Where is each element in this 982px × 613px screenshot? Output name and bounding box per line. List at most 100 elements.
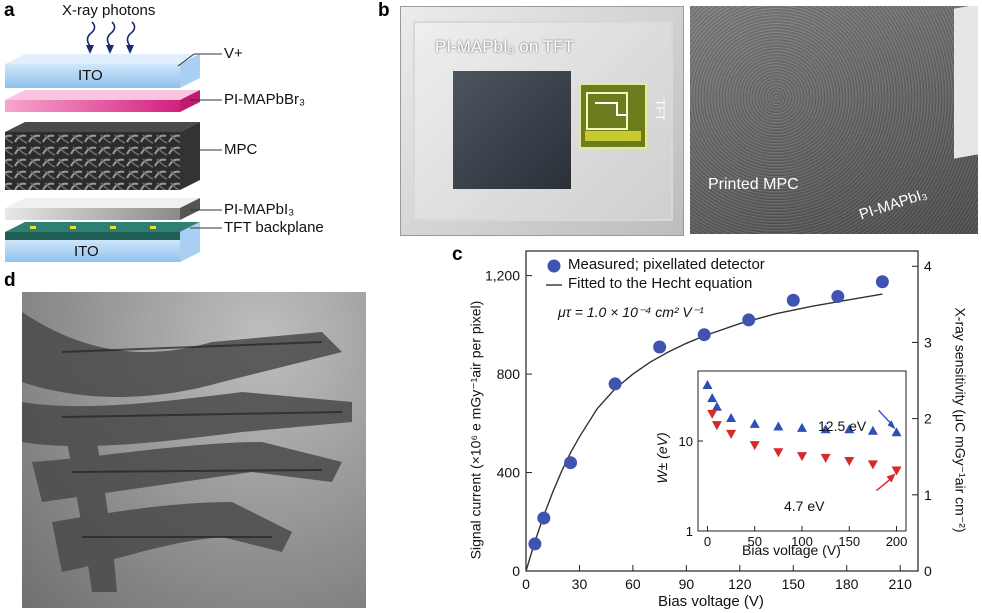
pi-mapbi3-label: PI-MAPbI₃	[224, 201, 295, 218]
layer-stack-diagram	[5, 21, 222, 262]
mpc-layer	[5, 122, 200, 190]
y2-tick-label: 1	[924, 487, 932, 503]
y-tick-label: 800	[497, 366, 521, 382]
inset-up-triangle	[702, 379, 713, 389]
inset-up-triangle	[844, 424, 855, 434]
legend-measured: Measured; pixellated detector	[568, 256, 765, 273]
x-tick-label: 0	[522, 576, 530, 592]
xray-photon-arrows	[86, 21, 136, 54]
inset-y-tick-label: 1	[686, 524, 693, 539]
pi-mapbbr3-label: PI-MAPbBr₃	[224, 91, 306, 108]
inset-x-tick-label: 150	[838, 534, 860, 549]
measured-point	[528, 537, 542, 551]
measured-point	[875, 275, 889, 289]
y2-tick-label: 4	[924, 258, 932, 274]
tft-photo-caption: PI-MAPbI₃ on TFT	[435, 37, 574, 56]
x-tick-label: 180	[835, 576, 859, 592]
tft-backplane-layer	[5, 222, 200, 240]
inset-x-label: Bias voltage (V)	[742, 542, 841, 558]
inset-x-tick-label: 200	[886, 534, 908, 549]
inset-up-triangle	[867, 425, 878, 435]
measured-point	[831, 290, 845, 304]
plot-frame	[525, 250, 919, 572]
inset-up-triangle	[749, 418, 760, 428]
panel-a-label: a	[4, 0, 15, 21]
inset-down-triangle	[891, 466, 902, 476]
inset-annotation-top: 12.5 eV	[818, 418, 867, 434]
panel-c-label: c	[452, 244, 463, 265]
inset-x-tick-label: 0	[704, 534, 711, 549]
x-tick-label: 90	[679, 576, 695, 592]
y-axis-left-label: Signal current (×10⁶ e mGy⁻¹air per pixe…	[467, 300, 484, 560]
inset-y-tick-label: 10	[679, 434, 693, 449]
printed-mpc-photo: Printed MPC PI-MAPbI₃	[690, 6, 978, 234]
ito-bottom-layer	[5, 222, 200, 262]
mu-tau-annotation: μτ = 1.0 × 10⁻⁴ cm² V⁻¹	[558, 304, 704, 320]
measured-point	[653, 340, 667, 354]
tft-tag: TFT	[653, 99, 667, 121]
y-axis-right-label: X-ray sensitivity (μC mGy⁻¹air cm⁻²)	[952, 307, 969, 533]
measured-point	[608, 377, 622, 391]
inset-up-triangle	[726, 413, 737, 423]
panel-b-label: b	[378, 0, 390, 21]
inset-down-triangle	[707, 409, 718, 419]
x-tick-label: 60	[625, 576, 641, 592]
xray-hand-image	[22, 292, 366, 608]
panel-d-label: d	[4, 270, 16, 291]
inset-y-label: W± (eV)	[654, 432, 670, 484]
pi-mapbbr3-layer	[5, 90, 200, 112]
legend-measured-marker	[547, 259, 561, 273]
inset-down-triangle	[867, 460, 878, 470]
measured-point	[697, 328, 711, 342]
main-marks	[525, 259, 889, 572]
mpc-surface-shading	[690, 6, 978, 234]
measured-point	[564, 456, 578, 470]
inset-down-triangle	[726, 429, 737, 439]
pi-mapbi3-layer	[5, 198, 200, 220]
perovskite-square	[453, 71, 571, 189]
ito-top-label: ITO	[78, 67, 103, 84]
inset-down-triangle	[749, 441, 760, 451]
measured-point	[742, 313, 756, 327]
mpc-label: MPC	[224, 141, 258, 158]
x-tick-label: 30	[572, 576, 588, 592]
inset-x-tick-label: 100	[791, 534, 813, 549]
inset-down-triangle	[773, 448, 784, 458]
ruler-edge	[954, 6, 978, 159]
tft-photo: PI-MAPbI₃ on TFT TFT	[400, 6, 684, 236]
y-tick-label: 0	[512, 563, 520, 579]
x-axis-label: Bias voltage (V)	[658, 593, 764, 610]
inset-up-triangle	[820, 424, 831, 434]
inset-annotation-bottom: 4.7 eV	[784, 498, 825, 514]
tft-circuit-chip	[579, 83, 647, 149]
inset-x-tick-label: 50	[747, 534, 761, 549]
inset-up-triangle	[773, 421, 784, 431]
x-tick-label: 210	[889, 576, 913, 592]
xray-photons-label: X-ray photons	[62, 2, 156, 19]
y2-tick-label: 0	[924, 563, 932, 579]
inset-up-triangle	[797, 422, 807, 432]
x-tick-label: 150	[782, 576, 806, 592]
measured-point	[786, 293, 800, 307]
ito-top-layer	[5, 54, 200, 88]
hand-bones	[22, 292, 366, 608]
inset-up-triangle	[891, 427, 902, 437]
x-tick-label: 120	[728, 576, 752, 592]
hecht-fit-line	[525, 293, 883, 572]
arrow-4-7-head	[886, 473, 896, 483]
y2-tick-label: 3	[924, 334, 932, 350]
inset-down-triangle	[820, 453, 831, 463]
vplus-label: V+	[224, 45, 243, 62]
inset-down-triangle	[797, 452, 807, 462]
circuit-traces	[585, 92, 641, 141]
ito-bottom-label: ITO	[74, 243, 99, 260]
legend-fit: Fitted to the Hecht equation	[568, 275, 753, 292]
inset-down-triangle	[711, 421, 722, 431]
y-tick-label: 400	[497, 465, 521, 481]
inset-frame	[697, 370, 907, 532]
arrow-12-5-head	[887, 420, 896, 430]
printed-mpc-caption: Printed MPC	[708, 176, 799, 193]
y2-tick-label: 2	[924, 411, 932, 427]
inset-plot: 0 50 100 150 200 1 10	[679, 370, 908, 549]
